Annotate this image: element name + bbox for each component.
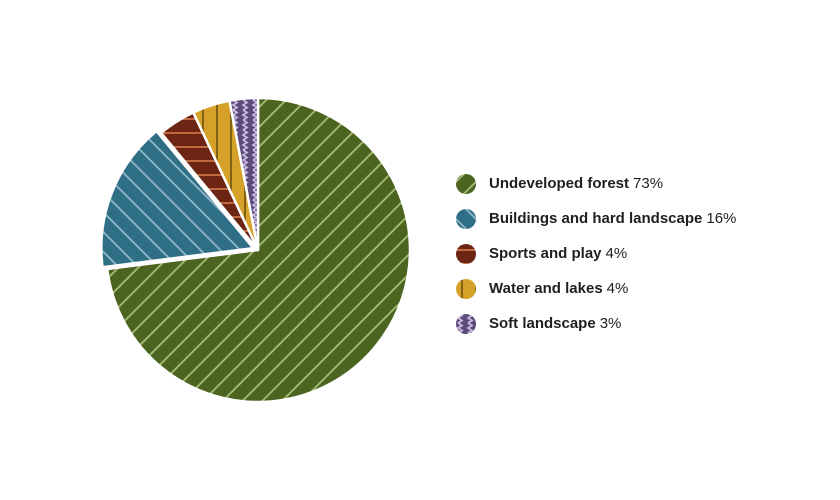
legend-item: Water and lakes 4% [455, 271, 736, 306]
legend-swatch [456, 173, 476, 194]
legend-label: Soft landscape 3% [489, 315, 621, 332]
legend: Undeveloped forest 73% Buildings and hard … [455, 166, 736, 341]
pie-slice-soft-landscape [228, 96, 260, 252]
legend-series-value: 4% [605, 245, 628, 262]
legend-swatch [456, 313, 476, 334]
legend-series-value: 16% [706, 210, 737, 227]
legend-label: Buildings and hard landscape 16% [489, 210, 736, 227]
legend-label: Water and lakes 4% [489, 280, 628, 297]
legend-series-value: 3% [599, 315, 622, 332]
legend-swatch [456, 243, 476, 264]
legend-swatch [456, 278, 476, 299]
legend-item: Soft landscape 3% [455, 306, 736, 341]
legend-series-name: Water and lakes [489, 280, 603, 297]
legend-label: Undeveloped forest 73% [489, 175, 663, 192]
legend-series-name: Undeveloped forest [489, 175, 630, 192]
legend-series-value: 73% [633, 175, 664, 192]
legend-item: Sports and play 4% [455, 236, 736, 271]
legend-series-value: 4% [606, 280, 629, 297]
legend-item: Undeveloped forest 73% [455, 166, 736, 201]
pie-slice-buildings-and-hard-landscape [100, 129, 255, 269]
legend-label: Sports and play 4% [489, 245, 627, 262]
pie-slices [100, 96, 412, 404]
legend-item: Buildings and hard landscape 16% [455, 201, 736, 236]
legend-series-name: Buildings and hard landscape [489, 210, 703, 227]
legend-series-name: Soft landscape [489, 315, 596, 332]
legend-series-name: Sports and play [489, 245, 602, 262]
legend-swatch [456, 208, 476, 229]
